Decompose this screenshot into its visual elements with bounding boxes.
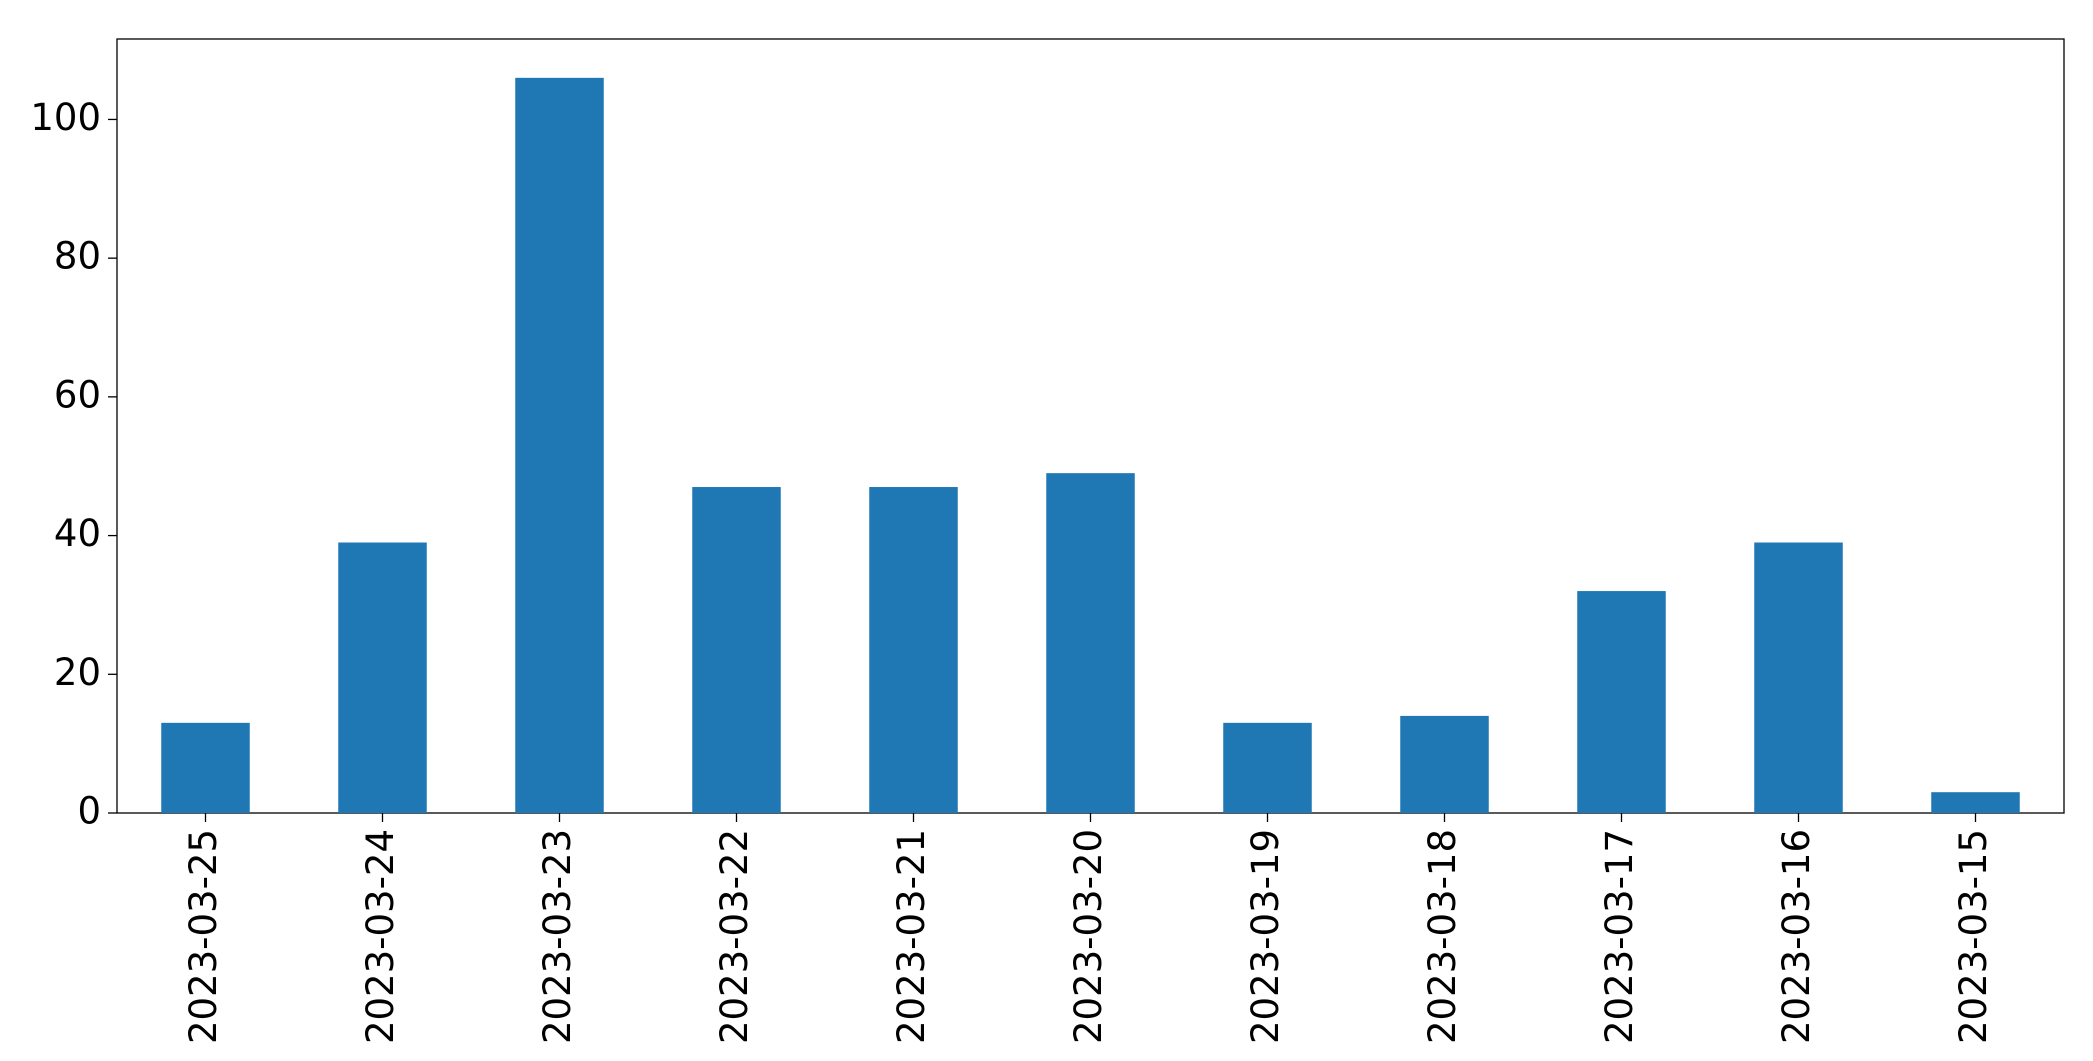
- x-tick-label: 2023-03-19: [1244, 829, 1287, 1044]
- bar: [1400, 715, 1489, 813]
- y-tick-label: 20: [54, 651, 101, 694]
- bar: [161, 722, 250, 813]
- y-tick-label: 60: [54, 373, 101, 416]
- y-tick-label: 100: [30, 96, 101, 139]
- y-tick-label: 0: [77, 790, 101, 833]
- bar: [1754, 542, 1843, 813]
- bar: [869, 487, 958, 813]
- x-tick-label: 2023-03-15: [1952, 829, 1995, 1044]
- y-tick-label: 40: [54, 512, 101, 555]
- bar: [692, 487, 781, 813]
- x-tick-label: 2023-03-16: [1775, 829, 1818, 1044]
- bar: [338, 542, 427, 813]
- bar: [1046, 473, 1135, 813]
- x-tick-label: 2023-03-22: [713, 829, 756, 1044]
- x-tick-label: 2023-03-25: [182, 829, 225, 1044]
- bar: [1577, 591, 1666, 813]
- bar: [1223, 722, 1312, 813]
- x-tick-label: 2023-03-24: [359, 829, 402, 1044]
- y-tick-label: 80: [54, 235, 101, 278]
- x-tick-label: 2023-03-21: [890, 829, 933, 1044]
- x-tick-label: 2023-03-18: [1421, 829, 1464, 1044]
- x-tick-label: 2023-03-20: [1067, 829, 1110, 1044]
- bar: [515, 77, 604, 814]
- x-tick-label: 2023-03-23: [536, 829, 579, 1044]
- x-tick-label: 2023-03-17: [1598, 829, 1641, 1044]
- bar: [1931, 792, 2020, 813]
